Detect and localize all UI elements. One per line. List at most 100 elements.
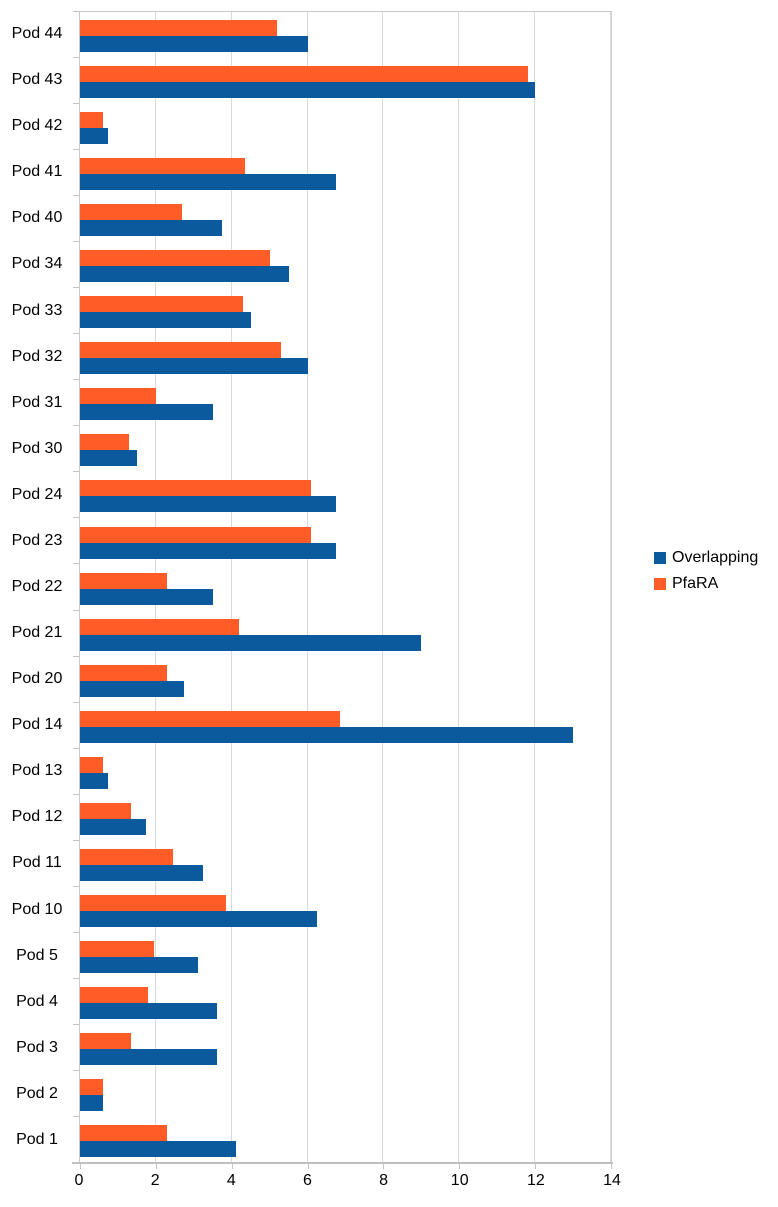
y-axis-tick-16 (73, 747, 80, 749)
bar-group-pod-12 (80, 795, 611, 841)
gridline-x-14 (610, 12, 611, 1163)
bar-overlapping-pod-5 (80, 956, 198, 973)
bar-pfara-pod-20 (80, 664, 168, 681)
bar-group-pod-24 (80, 472, 611, 518)
category-axis-labels: Pod 44 Pod 43 Pod 42 Pod 41 Pod 40 Pod 34 Pod … (0, 11, 74, 1163)
bar-overlapping-pod-14 (80, 726, 574, 743)
bar-group-pod-1 (80, 1117, 611, 1163)
category-label-pod-13: Pod 13 (11, 762, 63, 780)
category-label-pod-33: Pod 33 (11, 301, 63, 319)
category-label-pod-42: Pod 42 (11, 117, 63, 135)
bar-group-pod-13 (80, 749, 611, 795)
category-label-pod-10: Pod 10 (11, 900, 63, 918)
bar-pfara-pod-10 (80, 894, 227, 911)
category-label-pod-32: Pod 32 (11, 347, 63, 365)
x-axis-label-8: 8 (379, 1172, 389, 1189)
x-axis-label-14: 14 (603, 1172, 621, 1189)
bar-pfara-pod-1 (80, 1125, 168, 1142)
x-axis-tick-0 (80, 1163, 81, 1169)
bar-overlapping-pod-4 (80, 1002, 217, 1019)
bar-group-pod-3 (80, 1025, 611, 1071)
bar-pfara-pod-24 (80, 480, 312, 497)
y-axis-tick-22 (73, 1023, 80, 1025)
x-axis-tick-8 (383, 1163, 385, 1169)
bar-overlapping-pod-10 (80, 910, 318, 927)
category-label-pod-43: Pod 43 (11, 71, 63, 89)
bar-overlapping-pod-24 (80, 496, 337, 513)
bar-overlapping-pod-33 (80, 312, 251, 329)
category-label-pod-4: Pod 4 (16, 992, 58, 1010)
bar-pfara-pod-33 (80, 296, 244, 313)
bar-pfara-pod-23 (80, 526, 312, 543)
bar-group-pod-22 (80, 565, 611, 611)
bar-group-pod-44 (80, 12, 611, 58)
bar-overlapping-pod-12 (80, 818, 147, 835)
legend-label-pfara: PfaRA (672, 575, 719, 592)
x-axis-label-4: 4 (226, 1172, 236, 1189)
bar-overlapping-pod-31 (80, 404, 213, 421)
y-axis-tick-15 (73, 701, 80, 703)
y-axis-tick-7 (73, 333, 80, 335)
bar-group-pod-40 (80, 196, 611, 242)
bar-group-pod-5 (80, 933, 611, 979)
legend-swatch-overlapping (654, 552, 666, 564)
category-label-pod-12: Pod 12 (11, 808, 63, 826)
bar-overlapping-pod-20 (80, 680, 185, 697)
bar-group-pod-23 (80, 519, 611, 565)
y-axis-tick-12 (73, 563, 80, 565)
bar-group-pod-10 (80, 887, 611, 933)
bar-pfara-pod-34 (80, 250, 270, 267)
bar-overlapping-pod-13 (80, 772, 109, 789)
y-axis-tick-13 (73, 609, 80, 611)
bar-overlapping-pod-43 (80, 82, 536, 99)
bar-pfara-pod-2 (80, 1079, 103, 1096)
y-axis-tick-24 (73, 1115, 80, 1117)
y-axis-tick-17 (73, 793, 80, 795)
bar-overlapping-pod-41 (80, 174, 337, 191)
plot-area (73, 11, 612, 1169)
x-axis-tick-6 (307, 1163, 309, 1169)
y-axis-tick-21 (73, 977, 80, 979)
x-axis-line (72, 1162, 613, 1164)
bar-group-pod-34 (80, 242, 611, 288)
bar-group-pod-11 (80, 841, 611, 887)
x-axis-label-10: 10 (450, 1172, 469, 1189)
bar-overlapping-pod-2 (80, 1095, 103, 1112)
y-axis-tick-18 (73, 839, 80, 841)
category-label-pod-44: Pod 44 (11, 25, 63, 43)
bar-overlapping-pod-44 (80, 36, 308, 52)
bar-pfara-pod-22 (80, 572, 168, 589)
bar-pfara-pod-32 (80, 342, 282, 359)
category-label-pod-14: Pod 14 (11, 716, 63, 734)
y-axis-tick-2 (73, 103, 80, 105)
category-label-pod-11: Pod 11 (12, 854, 62, 872)
bar-group-pod-42 (80, 104, 611, 150)
bar-group-pod-21 (80, 611, 611, 657)
bar-pfara-pod-12 (80, 802, 132, 819)
bar-group-pod-31 (80, 380, 611, 426)
bar-overlapping-pod-42 (80, 128, 109, 145)
category-label-pod-23: Pod 23 (11, 531, 63, 549)
bar-overlapping-pod-30 (80, 450, 137, 467)
bar-overlapping-pod-34 (80, 266, 289, 283)
bar-pfara-pod-3 (80, 1033, 132, 1050)
y-axis-tick-20 (73, 931, 80, 933)
bar-overlapping-pod-22 (80, 588, 213, 605)
y-axis-tick-10 (73, 471, 80, 473)
gridline-x-10 (458, 12, 460, 1163)
gridline-x-4 (230, 12, 232, 1163)
category-label-pod-41: Pod 41 (11, 163, 63, 181)
category-label-pod-1: Pod 1 (16, 1130, 58, 1148)
bar-group-pod-2 (80, 1071, 611, 1117)
bar-pfara-pod-44 (80, 20, 278, 36)
category-label-pod-40: Pod 40 (11, 209, 63, 227)
bar-group-pod-32 (80, 334, 611, 380)
bar-pfara-pod-11 (80, 848, 173, 865)
category-label-pod-24: Pod 24 (11, 485, 63, 503)
bar-pfara-pod-41 (80, 158, 245, 175)
y-axis-tick-14 (73, 655, 80, 657)
bar-pfara-pod-30 (80, 434, 130, 451)
x-axis-tick-12 (535, 1163, 537, 1169)
x-axis-tick-14 (611, 1163, 612, 1169)
